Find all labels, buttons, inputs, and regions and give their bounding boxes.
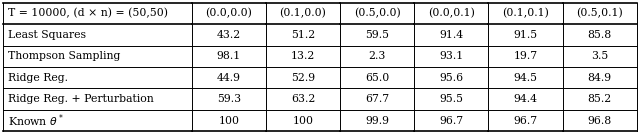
- Text: 91.5: 91.5: [513, 30, 538, 40]
- Text: 85.2: 85.2: [588, 94, 612, 104]
- Text: 51.2: 51.2: [291, 30, 315, 40]
- Text: (0.1,0.0): (0.1,0.0): [280, 8, 326, 19]
- Text: 95.6: 95.6: [439, 73, 463, 83]
- Text: 59.5: 59.5: [365, 30, 389, 40]
- Text: 84.9: 84.9: [588, 73, 612, 83]
- Text: 99.9: 99.9: [365, 116, 389, 126]
- Text: 2.3: 2.3: [369, 51, 386, 61]
- Text: 59.3: 59.3: [217, 94, 241, 104]
- Text: 43.2: 43.2: [217, 30, 241, 40]
- Text: 65.0: 65.0: [365, 73, 389, 83]
- Text: 44.9: 44.9: [217, 73, 241, 83]
- Text: 91.4: 91.4: [439, 30, 463, 40]
- Text: 94.4: 94.4: [513, 94, 538, 104]
- Text: T = 10000, (d × n) = (50,50): T = 10000, (d × n) = (50,50): [8, 8, 168, 19]
- Text: 96.7: 96.7: [439, 116, 463, 126]
- Text: (0.5,0.1): (0.5,0.1): [577, 8, 623, 19]
- Text: 63.2: 63.2: [291, 94, 316, 104]
- Text: 19.7: 19.7: [513, 51, 538, 61]
- Text: 95.5: 95.5: [440, 94, 463, 104]
- Text: 52.9: 52.9: [291, 73, 315, 83]
- Text: (0.5,0.0): (0.5,0.0): [354, 8, 401, 19]
- Text: 93.1: 93.1: [439, 51, 463, 61]
- Text: Thompson Sampling: Thompson Sampling: [8, 51, 120, 61]
- Text: 13.2: 13.2: [291, 51, 316, 61]
- Text: 100: 100: [292, 116, 314, 126]
- Text: 96.7: 96.7: [513, 116, 538, 126]
- Text: Ridge Reg. + Perturbation: Ridge Reg. + Perturbation: [8, 94, 154, 104]
- Text: Ridge Reg.: Ridge Reg.: [8, 73, 68, 83]
- Text: 94.5: 94.5: [513, 73, 538, 83]
- Text: 85.8: 85.8: [588, 30, 612, 40]
- Text: Least Squares: Least Squares: [8, 30, 86, 40]
- Text: (0.1,0.1): (0.1,0.1): [502, 8, 549, 19]
- Text: 100: 100: [218, 116, 239, 126]
- Text: 98.1: 98.1: [217, 51, 241, 61]
- Text: 96.8: 96.8: [588, 116, 612, 126]
- Text: 3.5: 3.5: [591, 51, 609, 61]
- Text: 67.7: 67.7: [365, 94, 389, 104]
- Text: (0.0,0.0): (0.0,0.0): [205, 8, 252, 19]
- Text: (0.0,0.1): (0.0,0.1): [428, 8, 475, 19]
- Text: Known $\theta^*$: Known $\theta^*$: [8, 112, 63, 129]
